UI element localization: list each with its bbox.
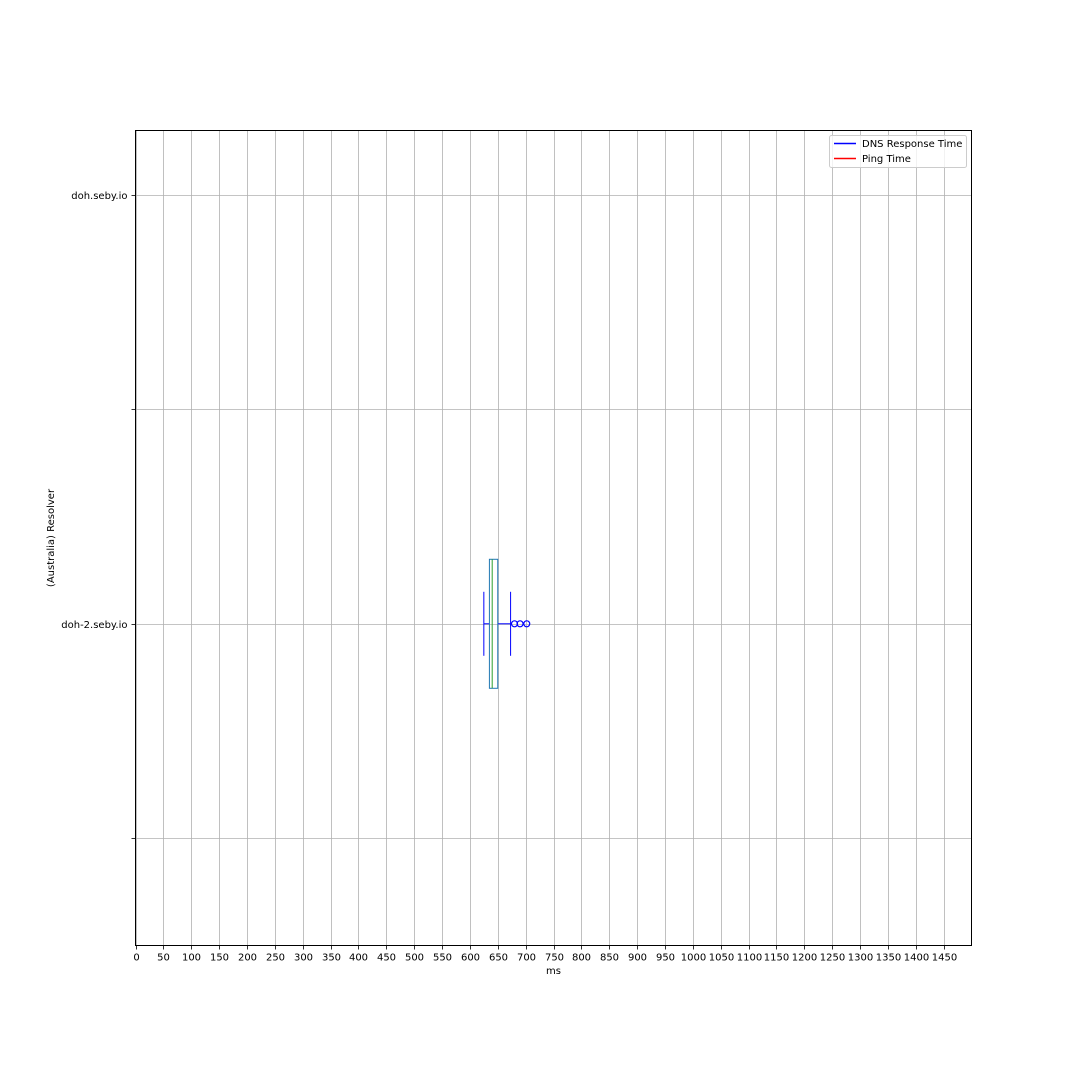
x-tick-label: 650 (489, 953, 508, 964)
legend: DNS Response Time Ping Time (829, 135, 967, 168)
x-tick-label: 750 (545, 953, 564, 964)
outlier-point (516, 620, 524, 628)
x-tick-label: 900 (628, 953, 647, 964)
x-tick-label: 350 (322, 953, 341, 964)
legend-label-ping-time: Ping Time (862, 154, 911, 165)
x-tick-label: 1300 (848, 953, 873, 964)
x-axis-title: ms (546, 966, 561, 977)
x-tick-label: 700 (517, 953, 536, 964)
iqr-box (488, 558, 499, 689)
x-tick-label: 600 (461, 953, 480, 964)
x-tick-label: 850 (600, 953, 619, 964)
x-tick-label: 1100 (737, 953, 762, 964)
x-tick-label: 150 (210, 953, 229, 964)
x-tick-label: 1450 (932, 953, 957, 964)
x-tick-label: 1200 (792, 953, 817, 964)
legend-label-dns-response-time: DNS Response Time (862, 139, 962, 150)
x-tick-label: 50 (157, 953, 170, 964)
x-tick-label: 1050 (709, 953, 734, 964)
y-tick-label: doh-2.seby.io (61, 620, 127, 631)
box-plot-elements (483, 558, 531, 689)
x-tick-label: 1250 (820, 953, 845, 964)
outlier-point (523, 620, 531, 628)
x-tick-label: 1150 (764, 953, 789, 964)
x-axis-ticks: 0 50 100 150 200 250 300 350 400 450 500 550 600 650 7… (133, 945, 957, 964)
x-tick-label: 400 (349, 953, 368, 964)
x-tick-label: 250 (266, 953, 285, 964)
x-tick-label: 300 (294, 953, 313, 964)
x-tick-label: 950 (656, 953, 675, 964)
x-tick-label: 100 (182, 953, 201, 964)
y-axis-title: (Australia) Resolver (46, 488, 57, 587)
plot-area-frame (135, 130, 972, 946)
x-tick-label: 0 (133, 953, 139, 964)
legend-frame (829, 135, 967, 168)
x-tick-label: 800 (572, 953, 591, 964)
x-tick-label: 1350 (876, 953, 901, 964)
x-tick-label: 1400 (904, 953, 929, 964)
grid-lines (135, 130, 972, 946)
y-axis-ticks: doh-2.seby.io doh.seby.io (61, 191, 136, 839)
y-tick-label: doh.seby.io (71, 191, 127, 202)
x-tick-label: 1000 (681, 953, 706, 964)
x-tick-label: 500 (405, 953, 424, 964)
x-tick-label: 200 (238, 953, 257, 964)
x-tick-label: 550 (433, 953, 452, 964)
x-tick-label: 450 (377, 953, 396, 964)
